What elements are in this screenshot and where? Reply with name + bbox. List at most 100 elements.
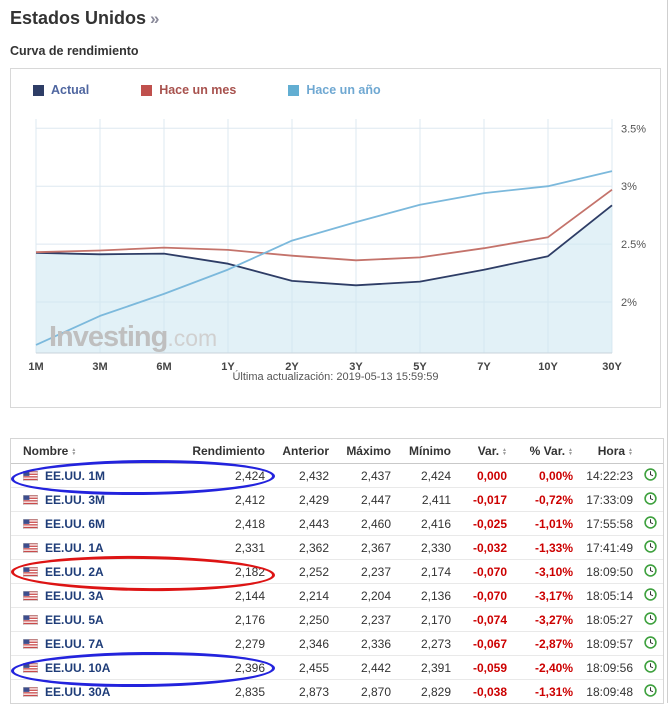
var-cell: -0,032: [455, 535, 511, 560]
rendimiento-cell: 2,279: [179, 631, 269, 656]
clock-cell: [637, 607, 663, 632]
bond-link[interactable]: EE.UU. 3M: [45, 492, 106, 507]
column-header-m-nimo: Mínimo: [395, 439, 455, 464]
maximo-cell: 2,870: [333, 679, 395, 703]
svg-text:10Y: 10Y: [538, 361, 558, 373]
minimo-cell: 2,330: [395, 535, 455, 560]
bond-link[interactable]: EE.UU. 10A: [45, 660, 111, 675]
clock-status-icon: [643, 635, 657, 649]
country-title-link[interactable]: Estados Unidos: [10, 8, 147, 28]
svg-text:2%: 2%: [621, 297, 637, 309]
clock-status-icon: [643, 539, 657, 553]
sort-icon: ▲ ▼: [71, 446, 77, 457]
svg-text:3Y: 3Y: [349, 361, 363, 373]
table-row: EE.UU. 1A 2,331 2,362 2,367 2,330 -0,032…: [11, 535, 663, 560]
bond-link[interactable]: EE.UU. 3A: [45, 588, 104, 603]
hora-cell: 17:41:49: [577, 535, 637, 560]
bond-link[interactable]: EE.UU. 6M: [45, 516, 106, 531]
rendimiento-cell: 2,331: [179, 535, 269, 560]
var-cell: -0,025: [455, 511, 511, 536]
svg-text:30Y: 30Y: [602, 361, 622, 373]
clock-cell: [637, 679, 663, 703]
table-row: EE.UU. 7A 2,279 2,346 2,336 2,273 -0,067…: [11, 631, 663, 656]
anterior-cell: 2,873: [269, 679, 333, 703]
bond-link[interactable]: EE.UU. 5A: [45, 612, 104, 627]
bond-link[interactable]: EE.UU. 7A: [45, 636, 104, 651]
bond-link[interactable]: EE.UU. 1A: [45, 540, 104, 555]
var-cell: -0,059: [455, 655, 511, 680]
bond-name-cell: EE.UU. 5A: [11, 607, 179, 632]
svg-text:2Y: 2Y: [285, 361, 299, 373]
sort-icon: ▲ ▼: [628, 446, 633, 457]
maximo-cell: 2,460: [333, 511, 395, 536]
minimo-cell: 2,136: [395, 583, 455, 608]
svg-text:7Y: 7Y: [477, 361, 491, 373]
legend-label: Hace un mes: [159, 83, 237, 97]
legend-label: Hace un año: [306, 83, 381, 97]
maximo-cell: 2,442: [333, 655, 395, 680]
clock-cell: [637, 559, 663, 584]
clock-status-icon: [643, 611, 657, 625]
pct-var-cell: -1,31%: [511, 679, 577, 703]
anterior-cell: 2,362: [269, 535, 333, 560]
legend-swatch-icon: [33, 84, 44, 96]
clock-status-icon: [643, 491, 657, 505]
clock-cell: [637, 631, 663, 656]
minimo-cell: 2,391: [395, 655, 455, 680]
bond-link[interactable]: EE.UU. 30A: [45, 684, 111, 699]
sort-icon: ▲ ▼: [502, 446, 507, 457]
clock-cell: [637, 464, 663, 488]
bond-name-cell: EE.UU. 6M: [11, 511, 179, 536]
hora-cell: 18:09:50: [577, 559, 637, 584]
legend-item-0[interactable]: Actual: [33, 83, 89, 97]
bond-link[interactable]: EE.UU. 2A: [45, 564, 104, 579]
last-updated-text: Última actualización: 2019-05-13 15:59:5…: [232, 371, 439, 383]
maximo-cell: 2,237: [333, 607, 395, 632]
hora-cell: 18:09:48: [577, 679, 637, 703]
clock-status-icon: [643, 659, 657, 673]
rendimiento-cell: 2,176: [179, 607, 269, 632]
hora-cell: 18:05:27: [577, 607, 637, 632]
chevron-right-icon[interactable]: »: [150, 9, 160, 28]
column-header-rendimiento: Rendimiento: [179, 439, 269, 464]
column-header-clock: [637, 439, 663, 464]
us-flag-icon: [23, 590, 38, 601]
column-header-var-[interactable]: Var. ▲ ▼: [455, 439, 511, 464]
table-row: EE.UU. 1M 2,424 2,432 2,437 2,424 0,000 …: [11, 464, 663, 488]
anterior-cell: 2,429: [269, 487, 333, 512]
column-header-nombre[interactable]: Nombre ▲ ▼: [11, 439, 179, 464]
us-flag-icon: [23, 662, 38, 673]
bond-link[interactable]: EE.UU. 1M: [45, 468, 106, 483]
maximo-cell: 2,447: [333, 487, 395, 512]
clock-cell: [637, 655, 663, 680]
maximo-cell: 2,336: [333, 631, 395, 656]
column-header--var-[interactable]: % Var. ▲ ▼: [511, 439, 577, 464]
legend-item-1[interactable]: Hace un mes: [141, 83, 236, 97]
us-flag-icon: [23, 542, 38, 553]
us-flag-icon: [23, 470, 38, 481]
clock-cell: [637, 487, 663, 512]
yield-curve-panel: Actual Hace un mes Hace un año 2% 2.5% 3% 3…: [10, 68, 661, 408]
legend-item-2[interactable]: Hace un año: [288, 83, 381, 97]
anterior-cell: 2,432: [298, 468, 329, 483]
clock-status-icon: [643, 515, 657, 529]
legend-label: Actual: [51, 83, 90, 97]
hora-cell: 18:09:56: [577, 655, 637, 680]
rendimiento-cell: 2,182: [179, 559, 269, 584]
us-flag-icon: [23, 518, 38, 529]
var-cell: 0,000: [476, 468, 507, 483]
table-row: EE.UU. 5A 2,176 2,250 2,237 2,170 -0,074…: [11, 607, 663, 632]
sort-icon: ▲ ▼: [568, 446, 573, 457]
table-header-row: Nombre ▲ ▼ Rendimiento Anterior Máximo Mín…: [11, 439, 663, 464]
hora-cell: 14:22:23: [586, 468, 633, 483]
table-row: EE.UU. 10A 2,396 2,455 2,442 2,391 -0,05…: [11, 655, 663, 680]
column-header-hora[interactable]: Hora ▲ ▼: [577, 439, 637, 464]
yield-curve-svg: 2% 2.5% 3% 3.5% 1M 3M 6M 1Y 2Y 3Y 5Y 7Y 10Y 30Y: [28, 119, 646, 373]
table-row: EE.UU. 2A 2,182 2,252 2,237 2,174 -0,070…: [11, 559, 663, 584]
clock-cell: [637, 511, 663, 536]
svg-text:3.5%: 3.5%: [621, 123, 646, 135]
clock-cell: [637, 583, 663, 608]
rendimiento-cell: 2,835: [179, 679, 269, 703]
anterior-cell: 2,252: [269, 559, 333, 584]
var-cell: -0,038: [455, 679, 511, 703]
